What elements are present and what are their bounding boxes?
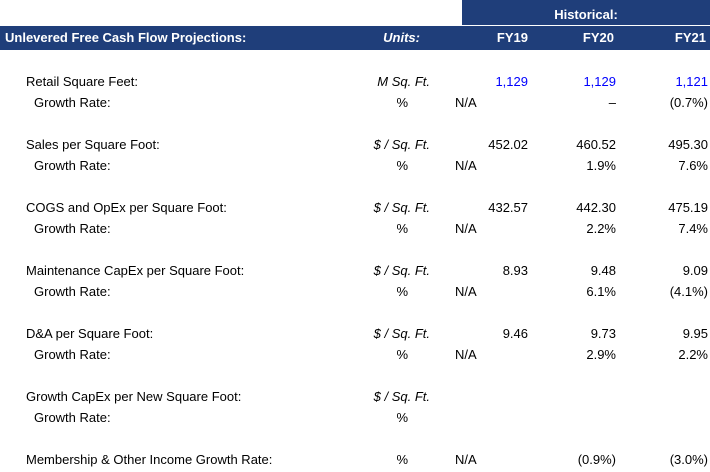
- table-title: Unlevered Free Cash Flow Projections:: [5, 30, 247, 45]
- table-row: Growth Rate: % N/A 2.2% 7.4%: [0, 218, 710, 239]
- fy21-cell[interactable]: 475.19: [668, 200, 708, 215]
- fy19-cell[interactable]: 432.57: [488, 200, 528, 215]
- fy19-cell[interactable]: N/A: [455, 452, 477, 467]
- fy21-cell[interactable]: 2.2%: [678, 347, 708, 362]
- row-label: Growth Rate:: [34, 95, 111, 110]
- row-units: %: [396, 410, 408, 425]
- fy20-cell[interactable]: 1,129: [583, 74, 616, 89]
- row-label: Growth Rate:: [34, 410, 111, 425]
- fy19-cell[interactable]: N/A: [455, 158, 477, 173]
- fy21-cell[interactable]: (0.7%): [669, 95, 708, 110]
- row-label: Growth Rate:: [34, 284, 111, 299]
- row-units: $ / Sq. Ft.: [373, 137, 430, 152]
- table-row: COGS and OpEx per Square Foot: $ / Sq. F…: [0, 197, 710, 218]
- table-header-bar: Unlevered Free Cash Flow Projections: Un…: [0, 26, 710, 50]
- fy20-cell[interactable]: –: [608, 95, 616, 110]
- table-row: D&A per Square Foot: $ / Sq. Ft. 9.46 9.…: [0, 323, 710, 344]
- row-units: $ / Sq. Ft.: [373, 326, 430, 341]
- fy21-cell[interactable]: (4.1%): [669, 284, 708, 299]
- fy20-cell[interactable]: 9.48: [590, 263, 616, 278]
- fy19-cell[interactable]: N/A: [455, 347, 477, 362]
- fy21-cell[interactable]: 495.30: [668, 137, 708, 152]
- row-label: COGS and OpEx per Square Foot:: [26, 200, 227, 215]
- fy20-cell[interactable]: 442.30: [576, 200, 616, 215]
- fy19-cell[interactable]: 452.02: [488, 137, 528, 152]
- fy19-column-header: FY19: [496, 30, 528, 45]
- projection-table-body: Retail Square Feet: M Sq. Ft. 1,129 1,12…: [0, 50, 710, 470]
- table-row: Growth Rate: % N/A 1.9% 7.6%: [0, 155, 710, 176]
- fy20-cell[interactable]: (0.9%): [577, 452, 616, 467]
- row-units: M Sq. Ft.: [377, 74, 430, 89]
- row-label: Membership & Other Income Growth Rate:: [26, 452, 273, 467]
- row-label: Retail Square Feet:: [26, 74, 139, 89]
- table-row: Retail Square Feet: M Sq. Ft. 1,129 1,12…: [0, 71, 710, 92]
- row-units: %: [396, 95, 408, 110]
- fy19-cell[interactable]: 9.46: [502, 326, 528, 341]
- historical-header-row: Historical:: [0, 0, 710, 26]
- fy19-cell[interactable]: 1,129: [495, 74, 528, 89]
- fy21-cell[interactable]: 7.6%: [678, 158, 708, 173]
- row-units: %: [396, 284, 408, 299]
- table-row: Growth Rate: % N/A – (0.7%): [0, 92, 710, 113]
- fy19-cell[interactable]: N/A: [455, 284, 477, 299]
- table-row: Growth Rate: % N/A 2.9% 2.2%: [0, 344, 710, 365]
- fy19-cell[interactable]: N/A: [455, 221, 477, 236]
- row-units: $ / Sq. Ft.: [373, 200, 430, 215]
- fy19-cell[interactable]: N/A: [455, 95, 477, 110]
- row-label: D&A per Square Foot:: [26, 326, 154, 341]
- table-row: Growth CapEx per New Square Foot: $ / Sq…: [0, 386, 710, 407]
- row-label: Growth Rate:: [34, 347, 111, 362]
- fy20-cell[interactable]: 460.52: [576, 137, 616, 152]
- fy21-cell[interactable]: (3.0%): [669, 452, 708, 467]
- fy20-column-header: FY20: [582, 30, 614, 45]
- fy19-cell[interactable]: 8.93: [502, 263, 528, 278]
- fy21-cell[interactable]: 7.4%: [678, 221, 708, 236]
- table-row: Growth Rate: %: [0, 407, 710, 428]
- row-units: %: [396, 452, 408, 467]
- units-column-header: Units:: [383, 30, 420, 45]
- row-label: Maintenance CapEx per Square Foot:: [26, 263, 245, 278]
- fy21-cell[interactable]: 9.09: [682, 263, 708, 278]
- table-row: Growth Rate: % N/A 6.1% (4.1%): [0, 281, 710, 302]
- historical-label: Historical:: [462, 0, 710, 26]
- row-units: %: [396, 158, 408, 173]
- fy21-column-header: FY21: [674, 30, 706, 45]
- fy20-cell[interactable]: 9.73: [590, 326, 616, 341]
- row-units: %: [396, 221, 408, 236]
- row-units: $ / Sq. Ft.: [373, 263, 430, 278]
- fy20-cell[interactable]: 2.9%: [586, 347, 616, 362]
- fy21-cell[interactable]: 1,121: [675, 74, 708, 89]
- fy20-cell[interactable]: 2.2%: [586, 221, 616, 236]
- row-label: Growth Rate:: [34, 158, 111, 173]
- table-row: Maintenance CapEx per Square Foot: $ / S…: [0, 260, 710, 281]
- row-units: $ / Sq. Ft.: [373, 389, 430, 404]
- table-row: Membership & Other Income Growth Rate: %…: [0, 449, 710, 470]
- fy20-cell[interactable]: 6.1%: [586, 284, 616, 299]
- table-row: Sales per Square Foot: $ / Sq. Ft. 452.0…: [0, 134, 710, 155]
- row-label: Sales per Square Foot:: [26, 137, 160, 152]
- row-label: Growth CapEx per New Square Foot:: [26, 389, 242, 404]
- row-units: %: [396, 347, 408, 362]
- row-label: Growth Rate:: [34, 221, 111, 236]
- fy20-cell[interactable]: 1.9%: [586, 158, 616, 173]
- fy21-cell[interactable]: 9.95: [682, 326, 708, 341]
